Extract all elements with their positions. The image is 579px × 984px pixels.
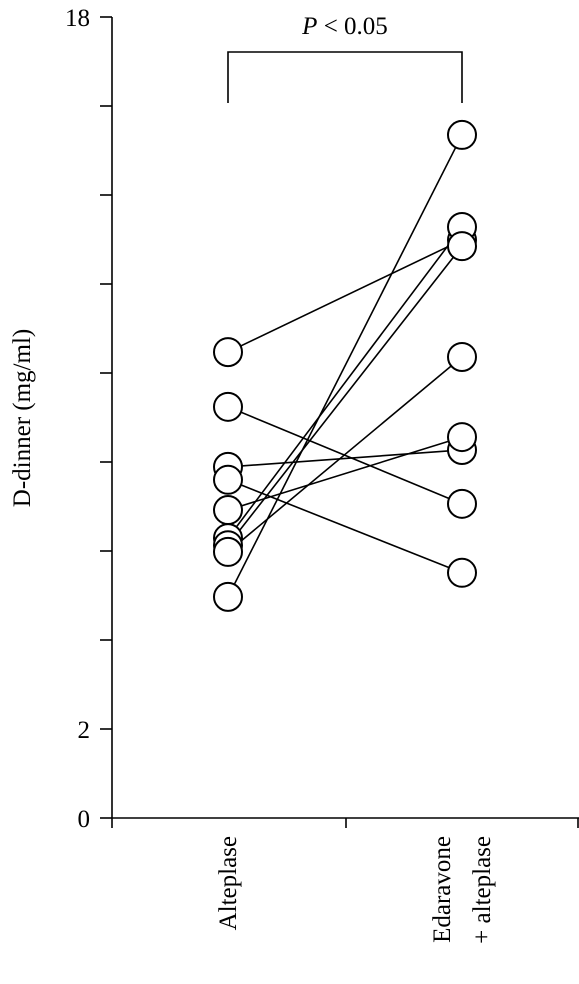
y-axis-label: D-dinner (mg/ml) — [9, 329, 36, 507]
x-tick-label: Alteplase — [215, 836, 242, 930]
x-tick-label: + alteplase — [469, 836, 496, 944]
pair-line — [227, 226, 463, 539]
pair-line — [227, 245, 463, 546]
pair-line — [227, 436, 463, 511]
point — [447, 422, 477, 453]
point — [213, 464, 243, 495]
pair-line — [227, 356, 463, 553]
point — [447, 341, 477, 372]
pair-line — [227, 239, 463, 353]
point — [447, 557, 477, 588]
y-tick-label: 0 — [78, 806, 91, 833]
point — [213, 337, 243, 368]
point — [447, 231, 477, 262]
point — [213, 536, 243, 567]
point — [213, 581, 243, 612]
pair-line — [227, 449, 463, 468]
y-tick-label: 2 — [78, 717, 91, 744]
significance-bracket — [227, 51, 463, 103]
point — [213, 391, 243, 422]
pair-line — [227, 134, 463, 598]
x-tick-label: Edaravone — [429, 836, 456, 943]
y-tick-label: 18 — [65, 5, 90, 32]
annotation-text: < 0.05 — [324, 13, 388, 40]
point — [447, 119, 477, 150]
annotation: P < 0.05 — [301, 13, 388, 40]
point — [213, 495, 243, 526]
annotation-symbol: P — [301, 13, 317, 40]
point — [447, 488, 477, 519]
